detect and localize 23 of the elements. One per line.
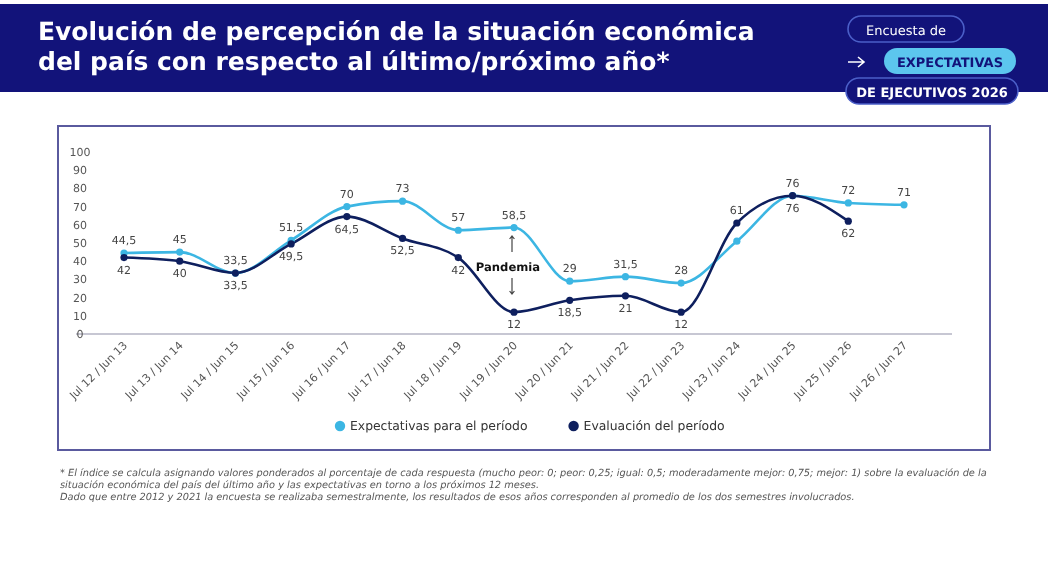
point <box>733 237 741 245</box>
point <box>844 217 852 225</box>
chart-title: Evolución de percepción de la situación económica del país con respecto al último/próximo año* <box>38 16 755 76</box>
point <box>677 279 685 287</box>
point <box>176 257 184 265</box>
point <box>510 308 518 316</box>
point <box>844 199 852 207</box>
point <box>343 203 351 211</box>
point <box>566 277 574 285</box>
point <box>398 234 407 243</box>
point <box>343 213 351 221</box>
point <box>621 292 630 300</box>
point <box>733 219 741 227</box>
point <box>900 201 908 209</box>
point <box>566 296 574 304</box>
point <box>176 248 184 256</box>
point <box>677 308 685 316</box>
point <box>621 273 630 281</box>
point <box>510 223 518 232</box>
point <box>454 226 462 234</box>
point <box>120 253 128 262</box>
point <box>454 253 462 262</box>
point <box>398 197 407 205</box>
